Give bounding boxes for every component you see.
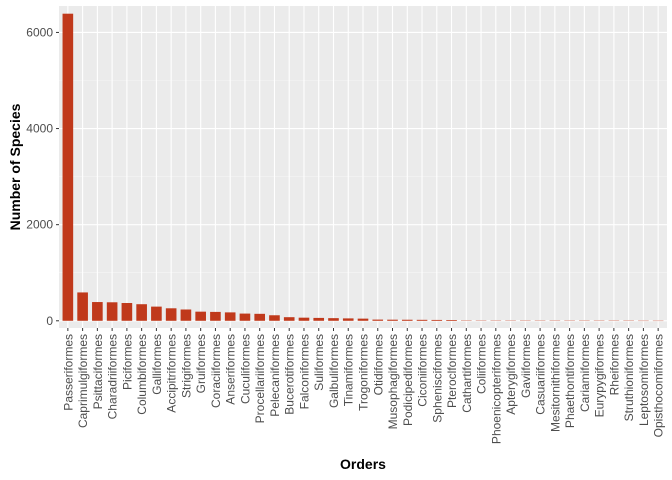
bar bbox=[121, 303, 133, 321]
x-tick-label: Opisthocomiformes bbox=[652, 334, 666, 437]
x-tick-label: Pteroclformes bbox=[445, 334, 459, 408]
x-tick-label: Eurypygiformes bbox=[593, 334, 607, 417]
x-tick-label: Sphenisciformes bbox=[430, 334, 444, 423]
bar bbox=[416, 319, 428, 321]
bar bbox=[239, 313, 251, 321]
x-tick-label: Anseriformes bbox=[224, 334, 238, 405]
bar bbox=[62, 13, 74, 321]
bar bbox=[254, 313, 266, 321]
x-tick-label: Gaviiformes bbox=[519, 334, 533, 398]
bar bbox=[180, 309, 192, 321]
x-tick-label: Strigiformes bbox=[179, 334, 193, 398]
bar bbox=[210, 311, 221, 321]
bars bbox=[62, 13, 664, 322]
y-tick-label: 4000 bbox=[26, 122, 53, 136]
x-tick-label: Procellariiformes bbox=[253, 334, 267, 423]
bar bbox=[313, 317, 325, 321]
x-tick-label: Cathartiformes bbox=[460, 334, 474, 413]
x-tick-label: Ciconiiformes bbox=[416, 334, 430, 407]
x-tick-label: Tinamiformes bbox=[342, 334, 356, 406]
x-axis-title: Orders bbox=[340, 456, 386, 472]
bar bbox=[151, 306, 162, 321]
bar bbox=[283, 317, 295, 321]
x-tick-label: Psittaciformes bbox=[91, 334, 105, 409]
x-tick-label: Casuariiformes bbox=[534, 334, 548, 415]
bar bbox=[328, 318, 339, 321]
x-tick-label: Rheiformes bbox=[607, 334, 621, 395]
x-tick-label: Piciformes bbox=[120, 334, 134, 390]
x-tick-label: Leptosomiformes bbox=[637, 334, 651, 426]
bar bbox=[77, 292, 88, 321]
x-tick-label: Passeriformes bbox=[61, 334, 75, 411]
x-tick-label: Trogoniformes bbox=[357, 334, 371, 411]
x-tick-label: Phoenicopteriformes bbox=[489, 334, 503, 444]
bar bbox=[446, 320, 457, 321]
bar bbox=[298, 317, 310, 321]
x-axis-ticks: Passeriformes Caprimulgiformes Psittacifor… bbox=[61, 328, 666, 444]
bar bbox=[106, 302, 118, 321]
x-tick-label: Columbiformes bbox=[135, 334, 149, 415]
x-tick-label: Otidiformes bbox=[371, 334, 385, 395]
bar bbox=[165, 308, 177, 321]
x-tick-label: Mesitornithiformes bbox=[548, 334, 562, 432]
bar bbox=[431, 319, 443, 321]
x-tick-label: Musophagiformes bbox=[386, 334, 400, 429]
y-axis-ticks: 0 2000 4000 6000 bbox=[26, 25, 59, 328]
x-tick-label: Accipitriformes bbox=[165, 334, 179, 413]
x-tick-label: Bucerotiformes bbox=[283, 334, 297, 415]
bar bbox=[342, 318, 354, 321]
x-tick-label: Coliiformes bbox=[475, 334, 489, 394]
x-tick-label: Coraciiformes bbox=[209, 334, 223, 408]
x-tick-label: Phaethontiformes bbox=[563, 334, 577, 428]
bar bbox=[224, 312, 236, 321]
y-tick-label: 0 bbox=[46, 314, 53, 328]
y-axis-title: Number of Species bbox=[7, 103, 23, 230]
bar bbox=[136, 304, 147, 321]
bar bbox=[92, 302, 103, 321]
x-tick-label: Apterygiformes bbox=[504, 334, 518, 415]
x-tick-label: Falconiformes bbox=[297, 334, 311, 409]
x-tick-label: Cariamiformes bbox=[578, 334, 592, 412]
x-tick-label: Suliformes bbox=[312, 334, 326, 391]
bar bbox=[401, 319, 413, 321]
x-tick-label: Galliformes bbox=[150, 334, 164, 395]
y-tick-label: 6000 bbox=[26, 25, 53, 39]
x-tick-label: Charadriiformes bbox=[106, 334, 120, 419]
bar bbox=[372, 319, 384, 321]
x-tick-label: Galbuliformes bbox=[327, 334, 341, 408]
bar bbox=[387, 319, 398, 321]
y-tick-label: 2000 bbox=[26, 218, 53, 232]
bar bbox=[357, 318, 369, 321]
x-tick-label: Gruiformes bbox=[194, 334, 208, 393]
x-tick-label: Cuculiformes bbox=[238, 334, 252, 404]
x-tick-label: Caprimulgiformes bbox=[76, 334, 90, 428]
bar bbox=[269, 315, 280, 321]
grid-lines bbox=[59, 6, 667, 328]
x-tick-label: Podicipediformes bbox=[401, 334, 415, 426]
x-tick-label: Pelecaniformes bbox=[268, 334, 282, 417]
x-tick-label: Struthioniformes bbox=[622, 334, 636, 421]
bar bbox=[195, 311, 206, 321]
